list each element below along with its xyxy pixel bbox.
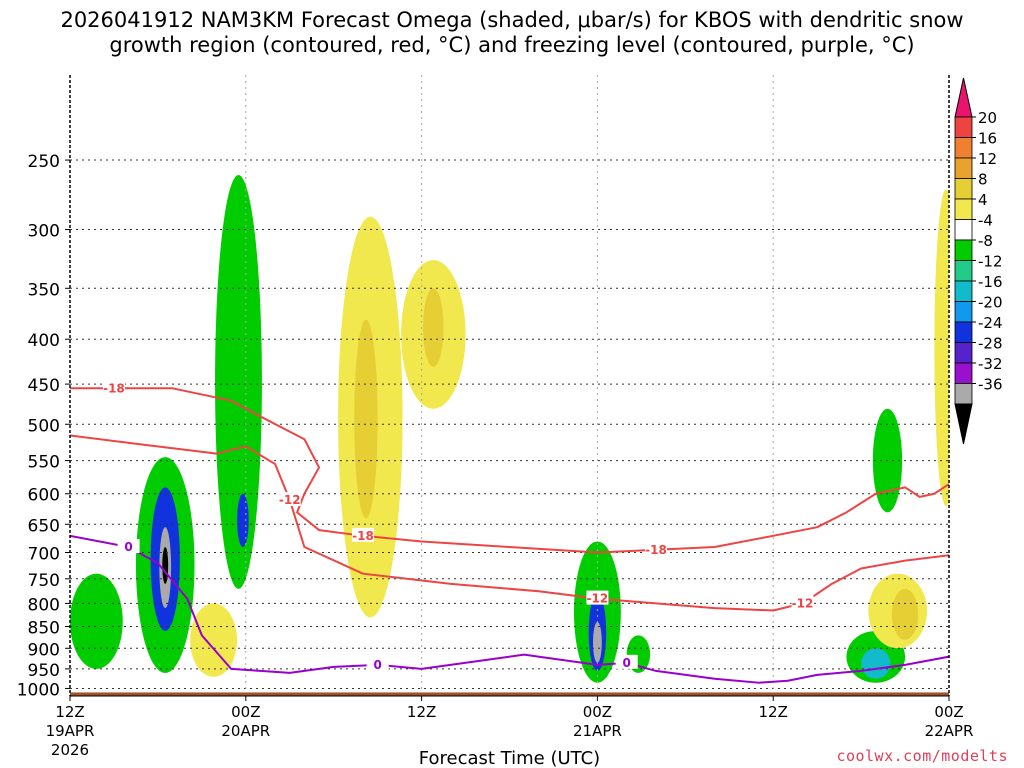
colorbar-segment-4: [954, 178, 973, 200]
x-tick-label-date: 19APR: [46, 722, 95, 740]
contour-label-bg: [102, 380, 125, 395]
colorbar-segment-8: [954, 260, 973, 282]
y-tick-label-250: 250: [28, 152, 60, 172]
colorbar-segment-11: [954, 321, 973, 343]
colorbar-label: 16: [978, 130, 997, 148]
x-tick-label-date: 20APR: [221, 722, 270, 740]
contour-label: -12: [279, 493, 301, 507]
contour-label-bg: [791, 595, 814, 610]
contour-label-bg: [278, 492, 301, 507]
colorbar-segment-6: [954, 219, 973, 241]
contour-label: 0: [124, 540, 132, 554]
colorbar-label: 4: [978, 191, 988, 209]
y-tick-label-350: 350: [28, 280, 60, 300]
contour-dgz_bottom: [70, 434, 949, 612]
omega-region-6: [70, 573, 123, 669]
omega-region-21: [934, 189, 949, 507]
omega-region-7: [190, 603, 238, 677]
contour-label: -12: [587, 592, 609, 606]
y-tick-label-800: 800: [28, 595, 60, 615]
colorbar-label: 12: [978, 150, 997, 168]
y-tick-label-550: 550: [28, 453, 60, 473]
contour-label: -18: [103, 381, 125, 395]
contour-label-bg: [615, 654, 638, 669]
colorbar-segment-10: [954, 301, 973, 323]
contour-label: 0: [623, 656, 631, 670]
colorbar-bottom-arrow: [954, 403, 973, 445]
colorbar-label: 20: [978, 109, 997, 127]
colorbar-label: -24: [978, 314, 1003, 332]
y-tick-label-500: 500: [28, 416, 60, 436]
y-tick-label-700: 700: [28, 545, 60, 565]
colorbar-segment-5: [954, 198, 973, 220]
y-tick-label-950: 950: [28, 661, 60, 681]
contour-label: -18: [645, 543, 667, 557]
contour-label-bg: [586, 590, 609, 605]
x-tick-label-date: 21APR: [573, 722, 622, 740]
site-credit: coolwx.com/modelts: [836, 747, 1008, 765]
omega-region-14: [593, 621, 602, 663]
colorbar-label: -36: [978, 376, 1003, 394]
contour-label-bg: [645, 541, 667, 556]
x-tick-label-time: 12Z: [759, 703, 788, 721]
colorbar-segment-13: [954, 362, 973, 384]
colorbar-segment-2: [954, 137, 973, 159]
omega-region-19: [891, 588, 919, 640]
y-tick-label-750: 750: [28, 571, 60, 591]
colorbar-label: -4: [978, 212, 993, 230]
contour-label: 0: [373, 658, 381, 672]
x-tick-label-time: 12Z: [55, 703, 84, 721]
contour-label: -18: [352, 529, 374, 543]
contour-label-bg: [117, 539, 140, 554]
y-tick-label-600: 600: [28, 486, 60, 506]
contour-freezing_level: [70, 534, 949, 684]
colorbar-segment-3: [954, 157, 973, 179]
contour-label-bg: [352, 527, 374, 542]
omega-region-11: [423, 288, 444, 367]
x-tick-label-time: 12Z: [407, 703, 436, 721]
chart-title-line-2: growth region (contoured, red, °C) and f…: [109, 33, 915, 57]
x-tick-label-date: 22APR: [925, 722, 974, 740]
colorbar-label: -16: [978, 273, 1003, 291]
colorbar-label: -8: [978, 232, 993, 250]
omega-region-17: [861, 648, 891, 679]
x-tick-label-time: 00Z: [231, 703, 260, 721]
y-tick-label-1000: 1000: [17, 680, 60, 700]
colorbar-segment-12: [954, 342, 973, 364]
x-tick-label-time: 00Z: [583, 703, 612, 721]
y-tick-label-400: 400: [28, 331, 60, 351]
colorbar-segment-1: [954, 116, 973, 138]
colorbar-segment-7: [954, 239, 973, 261]
y-tick-label-900: 900: [28, 640, 60, 660]
x-tick-label-time: 00Z: [934, 703, 963, 721]
colorbar-label: -32: [978, 355, 1003, 373]
colorbar-segment-14: [954, 383, 973, 405]
omega-region-9: [354, 319, 378, 519]
x-axis-label: Forecast Time (UTC): [419, 748, 600, 768]
contour-label-bg: [366, 656, 389, 671]
colorbar-top-arrow: [954, 77, 973, 118]
colorbar-segment-9: [954, 280, 973, 302]
x-tick-label-year: 2026: [51, 741, 89, 759]
colorbar-label: -28: [978, 335, 1003, 353]
omega-region-4: [215, 175, 262, 589]
y-tick-label-300: 300: [28, 222, 60, 242]
omega-region-5: [237, 493, 249, 548]
contour-dgz_top: [70, 387, 949, 554]
contour-label: -12: [792, 596, 814, 610]
chart-title-line-1: 2026041912 NAM3KM Forecast Omega (shaded…: [60, 8, 964, 32]
colorbar-label: 8: [978, 171, 988, 189]
y-tick-label-850: 850: [28, 619, 60, 639]
y-tick-label-650: 650: [28, 516, 60, 536]
colorbar-label: -12: [978, 253, 1003, 271]
terrain-ground: [70, 692, 949, 696]
y-tick-label-450: 450: [28, 376, 60, 396]
colorbar-label: -20: [978, 294, 1003, 312]
